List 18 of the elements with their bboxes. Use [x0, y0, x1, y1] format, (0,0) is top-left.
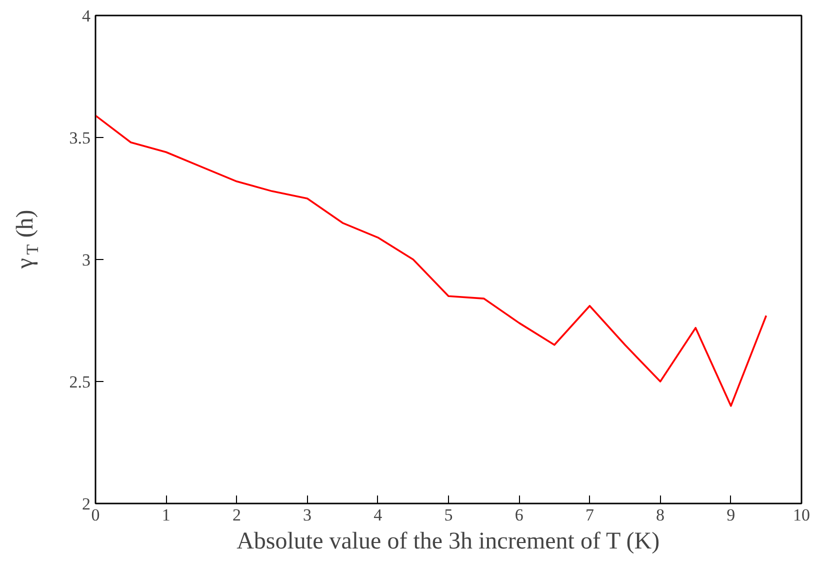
y-tick-label: 2.5 [69, 372, 90, 392]
x-tick-label: 4 [374, 506, 383, 524]
x-tick-label: 0 [91, 506, 100, 524]
y-axis-title: γT (h) [12, 210, 42, 270]
x-tick-label: 7 [585, 506, 594, 524]
y-tick-label: 3.5 [69, 128, 90, 148]
y-tick-label: 3 [82, 250, 90, 270]
y-tick-label: 4 [82, 6, 91, 26]
x-axis-title: Absolute value of the 3h increment of T (K) [236, 528, 660, 554]
line-series [96, 114, 768, 407]
x-tick-label: 10 [793, 506, 810, 524]
x-tick-label: 9 [726, 506, 736, 524]
x-tick-label: 2 [232, 506, 241, 524]
x-tick-label: 6 [514, 506, 524, 524]
x-tick-label: 8 [656, 506, 665, 524]
x-tick-label: 1 [162, 506, 170, 524]
x-tick-label: 5 [444, 506, 453, 524]
x-tick-label: 3 [303, 506, 312, 524]
